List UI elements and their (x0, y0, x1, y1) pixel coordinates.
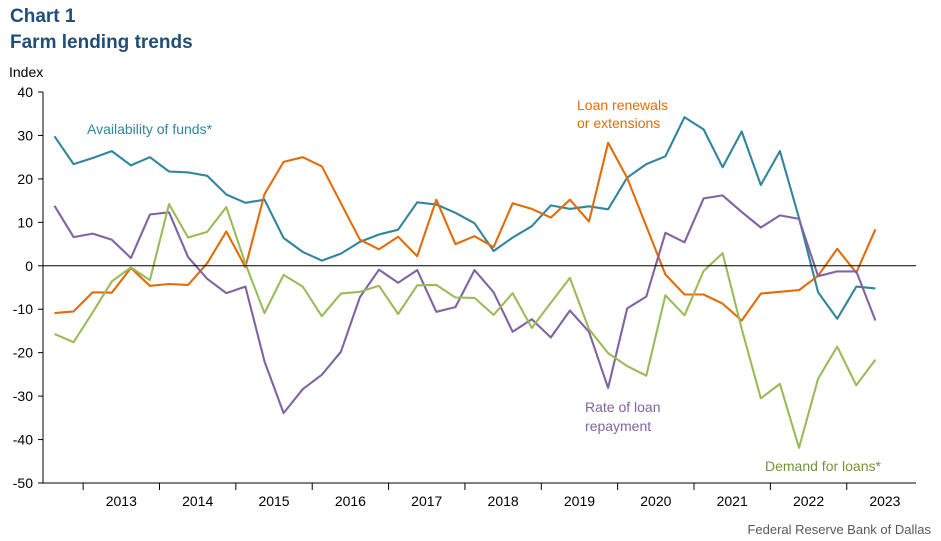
y-tick-label: 0 (25, 258, 33, 274)
x-tick-label: 2020 (640, 493, 671, 509)
series-demand-line (54, 203, 877, 449)
series-repayment-line (53, 194, 877, 415)
y-tick-label: -40 (13, 432, 33, 448)
chart-number: Chart 1 (10, 6, 76, 27)
annotation-demand: Demand for loans* (765, 458, 882, 474)
annotation-renewals-line2: or extensions (577, 115, 660, 131)
x-tick-label: 2014 (182, 493, 213, 509)
y-tick-label: 40 (17, 84, 33, 100)
source-note: Federal Reserve Bank of Dallas (747, 522, 931, 537)
x-tick-label: 2023 (869, 493, 900, 509)
chart-title: Farm lending trends (10, 32, 193, 53)
x-tick-label: 2015 (258, 493, 289, 509)
y-axis-label: Index (9, 64, 43, 80)
series-availability-line (53, 116, 876, 320)
x-tick-label: 2022 (793, 493, 824, 509)
y-tick-label: -10 (13, 301, 33, 317)
series-lines (53, 116, 877, 449)
annotation-availability: Availability of funds* (87, 121, 213, 137)
x-tick-label: 2019 (564, 493, 595, 509)
annotation-repayment-line2: repayment (585, 418, 651, 434)
y-tick-label: -20 (13, 345, 33, 361)
x-tick-label: 2021 (717, 493, 748, 509)
y-tick-label: -30 (13, 388, 33, 404)
x-tick-label: 2016 (335, 493, 366, 509)
annotation-repayment-line1: Rate of loan (585, 399, 661, 415)
y-axis-ticks: 40 30 20 10 0 -10 -20 -30 -40 -50 (13, 84, 43, 491)
x-tick-label: 2018 (488, 493, 519, 509)
annotation-renewals-line1: Loan renewals (577, 97, 668, 113)
y-tick-label: -50 (13, 475, 33, 491)
x-tick-label: 2013 (106, 493, 137, 509)
y-tick-label: 20 (17, 171, 33, 187)
y-tick-label: 10 (17, 214, 33, 230)
x-axis-ticks: 2013 2014 2015 2016 2017 2018 2019 2020 2021 2022… (82, 483, 901, 509)
x-tick-label: 2017 (411, 493, 442, 509)
y-tick-label: 30 (17, 127, 33, 143)
